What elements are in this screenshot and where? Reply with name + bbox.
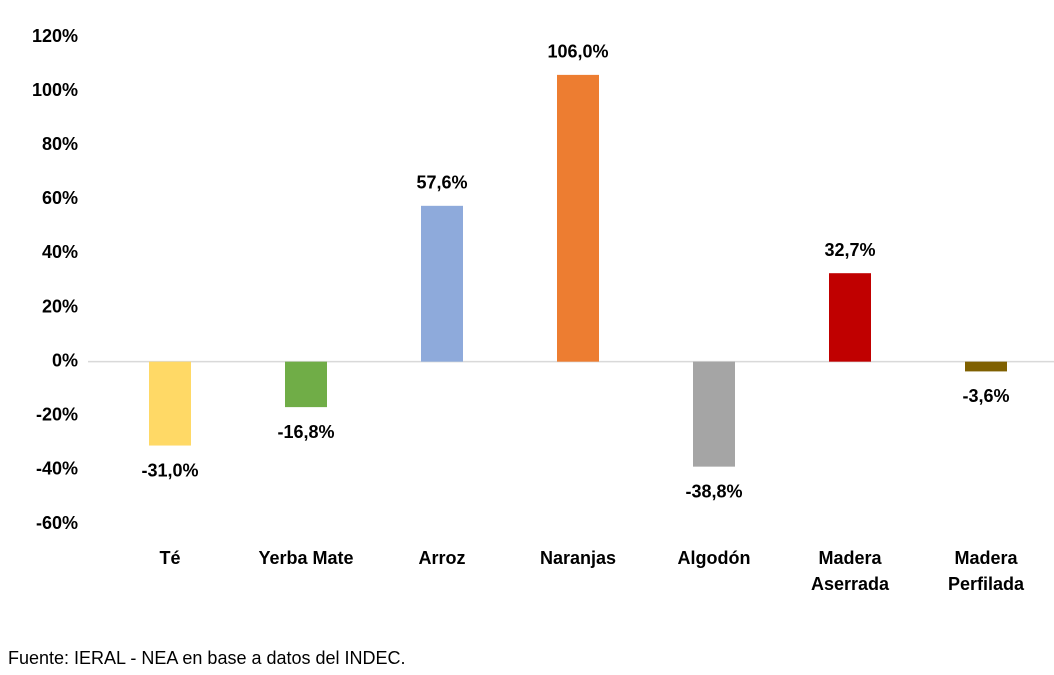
x-tick-label: Yerba Mate bbox=[258, 548, 354, 568]
y-tick-label: 60% bbox=[42, 188, 78, 208]
value-label: -38,8% bbox=[685, 481, 742, 501]
chart: -60% -40% -20% 0% 20% 40% 60% 80% 100% 120% -31,0%… bbox=[32, 26, 1054, 533]
bar bbox=[965, 361, 1007, 372]
bar bbox=[693, 361, 735, 467]
x-tick-label: Naranjas bbox=[539, 548, 617, 568]
x-tick-label: Madera Perfilada bbox=[947, 548, 1025, 594]
bar bbox=[829, 273, 871, 362]
y-tick-label: 80% bbox=[42, 134, 78, 154]
bar bbox=[285, 361, 327, 408]
y-tick-label: 40% bbox=[42, 242, 78, 262]
value-label: -16,8% bbox=[277, 422, 334, 442]
x-tick-label: Arroz bbox=[418, 548, 466, 568]
value-label: -3,6% bbox=[962, 386, 1009, 406]
y-tick-label: -60% bbox=[36, 513, 78, 533]
y-tick-label: 120% bbox=[32, 26, 78, 46]
value-label: 32,7% bbox=[824, 240, 875, 260]
y-tick-label: -20% bbox=[36, 405, 78, 425]
bar bbox=[421, 205, 463, 362]
value-label: 57,6% bbox=[416, 173, 467, 193]
value-label: 106,0% bbox=[547, 42, 608, 62]
x-tick-label: Algodón bbox=[677, 548, 751, 568]
source-note: Fuente: IERAL - NEA en base a datos del … bbox=[8, 648, 406, 668]
y-tick-label: 20% bbox=[42, 296, 78, 316]
value-label: -31,0% bbox=[141, 460, 198, 480]
bar bbox=[557, 74, 599, 362]
x-tick-label: Madera Aserrada bbox=[810, 548, 890, 594]
y-tick-label: 0% bbox=[52, 350, 78, 370]
x-tick-label: Té bbox=[159, 548, 181, 568]
bar bbox=[149, 361, 191, 446]
y-tick-label: 100% bbox=[32, 80, 78, 100]
y-tick-label: -40% bbox=[36, 459, 78, 479]
